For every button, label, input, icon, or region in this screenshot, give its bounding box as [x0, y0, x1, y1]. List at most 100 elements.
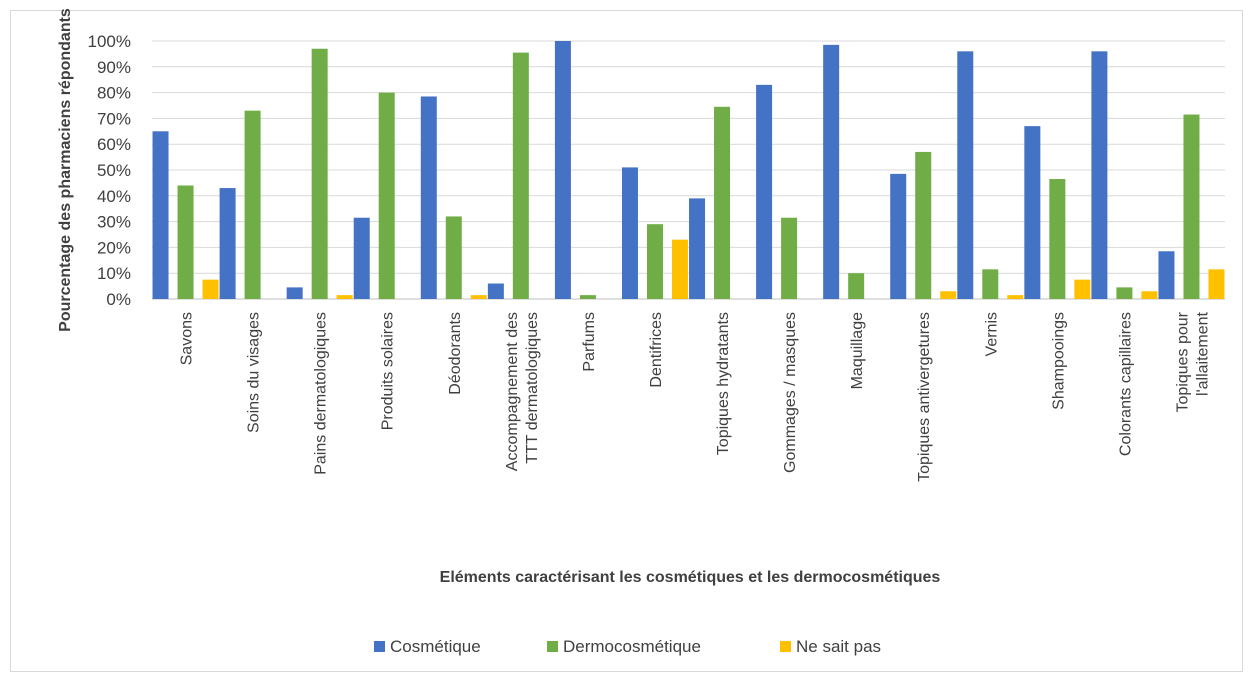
legend-label: Dermocosmétique — [563, 637, 701, 656]
x-tick-label: Parfums — [581, 312, 598, 372]
x-category-label: Maquillage — [849, 312, 866, 389]
legend-swatch — [374, 641, 385, 652]
bar-cosm-tique-9 — [756, 84, 773, 299]
x-tick-label: Produits solaires — [380, 312, 397, 430]
x-category-label: Parfums — [581, 312, 598, 372]
bar-cosm-tique-5 — [487, 283, 504, 299]
y-tick-label: 80% — [97, 84, 131, 103]
bar-cosm-tique-15 — [1158, 251, 1175, 299]
bar-cosm-tique-6 — [554, 41, 571, 299]
legend-item: Ne sait pas — [780, 637, 881, 656]
x-tick-label: Gommages / masques — [782, 312, 799, 473]
bar-cosm-tique-2 — [286, 287, 303, 299]
legend-item: Cosmétique — [374, 637, 481, 656]
x-category-label: Topiques pour l'allaitement — [1174, 311, 1211, 412]
x-tick-label: Déodorants — [447, 312, 464, 395]
bar-cosm-tique-13 — [1024, 126, 1041, 299]
bar-cosm-tique-12 — [957, 51, 974, 299]
bar-cosm-tique-14 — [1091, 51, 1108, 299]
bar-dermocosm-tique-12 — [982, 269, 999, 299]
y-axis-title: Pourcentage des pharmaciens répondants — [57, 8, 74, 332]
x-category-label: Déodorants — [447, 312, 464, 395]
x-axis-title: Eléments caractérisant les cosmétiques e… — [440, 569, 941, 586]
y-tick-label: 40% — [97, 187, 131, 206]
legend-label: Cosmétique — [390, 637, 481, 656]
bar-ne-sait-pas-0 — [202, 279, 219, 299]
bar-cosm-tique-0 — [152, 131, 169, 299]
bar-dermocosm-tique-15 — [1183, 114, 1200, 299]
y-tick-label: 10% — [97, 264, 131, 283]
bar-dermocosm-tique-14 — [1116, 287, 1133, 299]
y-tick-label: 30% — [97, 213, 131, 232]
bars — [152, 41, 1225, 300]
bar-dermocosm-tique-3 — [378, 92, 395, 299]
x-tick-label: l'allaitement — [1194, 311, 1211, 396]
legend-label: Ne sait pas — [796, 637, 881, 656]
bar-ne-sait-pas-14 — [1141, 291, 1158, 299]
x-tick-label: TTT dermatologiques — [524, 312, 541, 464]
bar-ne-sait-pas-7 — [671, 239, 688, 299]
bar-cosm-tique-11 — [890, 173, 907, 299]
x-category-label: Topiques antivergetures — [916, 312, 933, 482]
legend: Cosmétique Dermocosmétique Ne sait pas — [374, 637, 881, 656]
y-tick-label: 20% — [97, 238, 131, 257]
bar-ne-sait-pas-2 — [336, 295, 353, 299]
bar-dermocosm-tique-8 — [714, 106, 731, 299]
bar-dermocosm-tique-13 — [1049, 179, 1066, 299]
bar-dermocosm-tique-9 — [781, 217, 798, 299]
x-category-label: Pains dermatologiques — [313, 312, 330, 475]
bar-cosm-tique-1 — [219, 188, 236, 299]
x-category-label: Produits solaires — [380, 312, 397, 430]
x-category-label: Shampooings — [1050, 312, 1067, 410]
x-tick-label: Colorants capillaires — [1117, 312, 1134, 456]
x-tick-label: Shampooings — [1050, 312, 1067, 410]
x-tick-label: Accompagnement des — [504, 312, 521, 471]
x-tick-label: Vernis — [983, 312, 1000, 356]
bar-dermocosm-tique-5 — [512, 52, 529, 299]
bar-cosm-tique-4 — [420, 96, 437, 299]
x-category-label: Topiques hydratants — [715, 312, 732, 455]
bar-cosm-tique-10 — [823, 44, 840, 300]
y-tick-label: 0% — [106, 290, 131, 309]
bar-dermocosm-tique-1 — [244, 110, 261, 299]
x-tick-label: Topiques hydratants — [715, 312, 732, 455]
bar-cosm-tique-7 — [621, 167, 638, 299]
bar-ne-sait-pas-4 — [470, 295, 487, 299]
bar-ne-sait-pas-15 — [1208, 269, 1225, 299]
bar-dermocosm-tique-4 — [445, 216, 462, 299]
bar-dermocosm-tique-7 — [646, 224, 663, 299]
legend-swatch — [780, 641, 791, 652]
y-tick-label: 50% — [97, 161, 131, 180]
bar-ne-sait-pas-11 — [940, 291, 957, 299]
y-tick-label: 60% — [97, 135, 131, 154]
x-category-label: Vernis — [983, 312, 1000, 356]
x-category-label: Savons — [179, 312, 196, 365]
x-tick-label: Topiques antivergetures — [916, 312, 933, 482]
x-category-label: Dentifrices — [648, 312, 665, 388]
y-tick-label: 100% — [88, 32, 131, 51]
y-tick-label: 70% — [97, 109, 131, 128]
gridlines — [152, 40, 1225, 300]
bar-dermocosm-tique-6 — [579, 295, 596, 299]
x-tick-label: Topiques pour — [1174, 311, 1191, 412]
bar-ne-sait-pas-13 — [1074, 279, 1091, 299]
bar-ne-sait-pas-12 — [1007, 295, 1024, 299]
y-axis-ticks: 0% 10% 20% 30% 40% 50% 60% 70% 80% 90% 100% — [88, 32, 131, 309]
x-tick-label: Pains dermatologiques — [313, 312, 330, 475]
bar-dermocosm-tique-0 — [177, 185, 194, 299]
bar-dermocosm-tique-10 — [848, 273, 865, 299]
bar-cosm-tique-8 — [689, 198, 706, 299]
x-tick-label: Dentifrices — [648, 312, 665, 388]
bar-dermocosm-tique-2 — [311, 48, 328, 299]
x-category-label: Colorants capillaires — [1117, 312, 1134, 456]
x-category-label: Gommages / masques — [782, 312, 799, 473]
x-tick-label: Soins du visages — [246, 312, 263, 433]
bar-cosm-tique-3 — [353, 217, 370, 299]
legend-swatch — [547, 641, 558, 652]
x-tick-label: Savons — [179, 312, 196, 365]
legend-item: Dermocosmétique — [547, 637, 701, 656]
x-axis-categories: Savons Soins du visages Pains dermatologiq… — [179, 311, 1212, 482]
x-category-label: Accompagnement des TTT dermatologiques — [504, 312, 541, 471]
bar-dermocosm-tique-11 — [915, 151, 932, 299]
